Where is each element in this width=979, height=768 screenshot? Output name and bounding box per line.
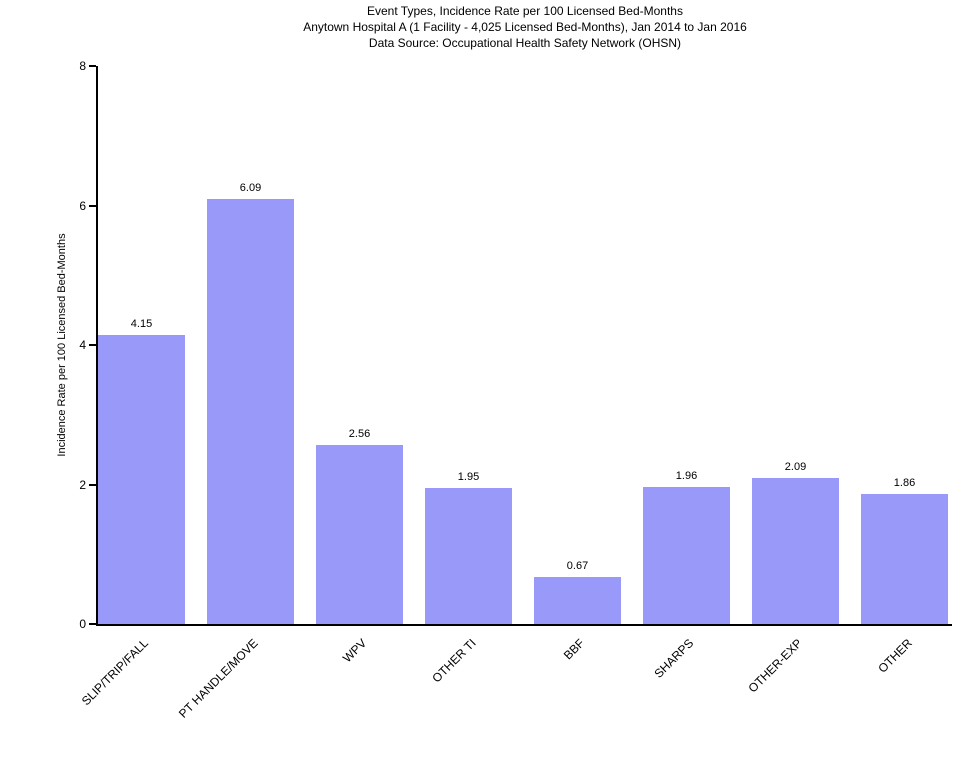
plot-area: 4.15 6.09 2.56 1.95 0.67 1.96 2.09 1.86 <box>98 66 948 624</box>
y-axis-tick <box>89 623 96 625</box>
x-axis-labels: SLIP/TRIP/FALL PT HANDLE/MOVE WPV OTHER TI B… <box>79 626 948 756</box>
y-axis-line <box>96 66 98 626</box>
bar-slot: 0.67 <box>534 66 621 624</box>
x-axis-label-slot: WPV <box>316 626 403 756</box>
x-axis-label-slot: OTHER <box>861 626 948 756</box>
bar-slot: 1.96 <box>643 66 730 624</box>
y-axis-tick <box>89 344 96 346</box>
bar-value-label: 1.95 <box>457 471 480 483</box>
x-axis-label-slot: OTHER-EXP <box>746 626 839 756</box>
bar-slot: 2.09 <box>752 66 839 624</box>
bar-slot: 2.56 <box>316 66 403 624</box>
x-axis-label: SLIP/TRIP/FALL <box>79 636 152 709</box>
bar-value-label: 2.56 <box>348 428 371 440</box>
bar-slot: 6.09 <box>207 66 294 624</box>
y-axis-tick-label: 4 <box>79 338 86 352</box>
x-axis-line <box>96 624 952 626</box>
x-axis-label: SHARPS <box>651 636 697 681</box>
bar-pt-handle-move: 6.09 <box>207 182 294 624</box>
y-axis-tick <box>89 483 96 486</box>
bar-value-label: 1.86 <box>893 477 916 489</box>
x-axis-label: OTHER-EXP <box>745 636 806 696</box>
x-axis-label-slot: PT HANDLE/MOVE <box>176 626 294 756</box>
bar-slot: 4.15 <box>98 66 185 624</box>
bar-value-label: 0.67 <box>566 560 589 572</box>
x-axis-label: OTHER TI <box>429 636 479 686</box>
bar-other: 1.86 <box>861 477 948 624</box>
y-axis-tick-label: 0 <box>79 617 86 631</box>
bar-bbf: 0.67 <box>534 560 621 624</box>
x-axis-label-slot: BBF <box>534 626 621 756</box>
bar-value-label: 1.96 <box>675 470 698 482</box>
x-axis-label-slot: SLIP/TRIP/FALL <box>79 626 185 756</box>
x-axis-label: WPV <box>340 636 370 666</box>
chart-data-source: Data Source: Occupational Health Safety … <box>368 36 682 50</box>
y-axis-tick-label: 8 <box>79 59 86 73</box>
x-axis-label: BBF <box>560 636 588 663</box>
bar-value-label: 2.09 <box>784 461 807 473</box>
y-axis-tick-label: 2 <box>79 477 86 492</box>
x-axis-label-slot: OTHER TI <box>425 626 512 756</box>
bar-other-exp: 2.09 <box>752 461 839 624</box>
x-axis-label: PT HANDLE/MOVE <box>175 636 261 721</box>
bar-slip-trip-fall: 4.15 <box>98 318 185 624</box>
chart-subtitle: Anytown Hospital A (1 Facility - 4,025 L… <box>303 20 747 34</box>
bar-value-label: 4.15 <box>130 318 153 330</box>
bar-slot: 1.86 <box>861 66 948 624</box>
chart-header: Event Types, Incidence Rate per 100 Lice… <box>97 3 953 51</box>
chart-title: Event Types, Incidence Rate per 100 Lice… <box>367 4 683 18</box>
bar-other-ti: 1.95 <box>425 471 512 624</box>
y-axis-tick-label: 6 <box>79 198 86 213</box>
bar-sharps: 1.96 <box>643 470 730 624</box>
y-axis-tick <box>89 204 96 207</box>
x-axis-label-slot: SHARPS <box>643 626 730 756</box>
x-axis-label: OTHER <box>874 636 915 676</box>
bar-value-label: 6.09 <box>239 182 262 194</box>
bar-slot: 1.95 <box>425 66 512 624</box>
y-axis-tick <box>89 65 96 67</box>
bar-wpv: 2.56 <box>316 428 403 624</box>
